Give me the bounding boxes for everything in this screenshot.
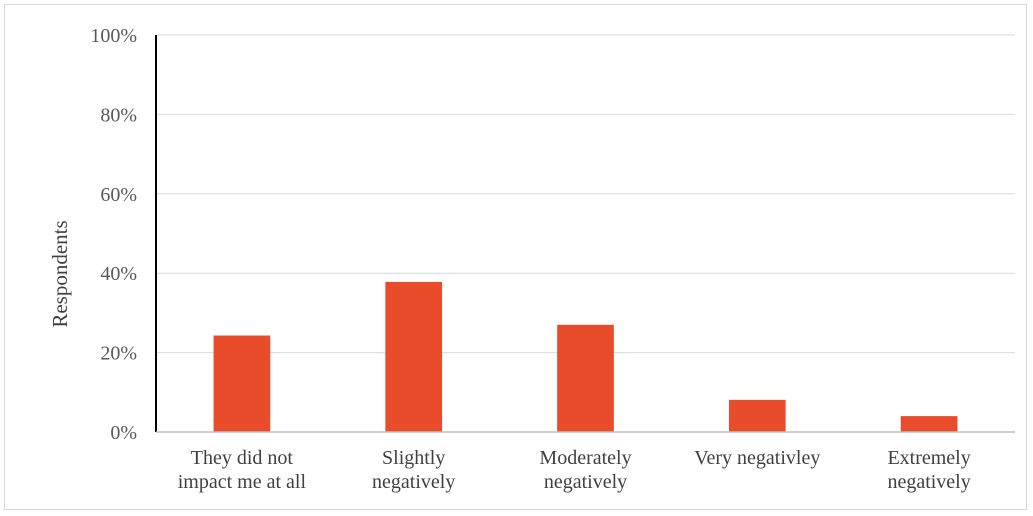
gridlines [156,34,1015,354]
axes [155,35,1015,433]
y-tick-label: 0% [110,422,137,444]
x-tick-label: Very negativley [694,447,820,469]
bar [557,324,614,432]
bar [900,416,958,432]
bar [728,399,786,432]
bars [213,281,958,432]
labels: 0% 20% 40% 60% 80% 100% They did not impact me … [90,25,970,493]
bar [213,335,271,432]
x-tick-label: Extremely negatively [887,447,970,493]
chart-frame [4,4,1027,510]
y-tick-label: 60% [100,184,137,206]
x-tick-label: They did not impact me at all [178,447,307,493]
y-tick-label: 40% [100,263,137,285]
x-tick-label: Slightly negatively [372,447,455,493]
x-tick-label: Moderately negatively [539,447,631,493]
y-tick-label: 100% [90,25,137,47]
y-tick-label: 20% [100,343,137,365]
bar [385,281,443,432]
y-axis-title: Respondents [48,220,72,327]
y-tick-label: 80% [100,104,137,126]
